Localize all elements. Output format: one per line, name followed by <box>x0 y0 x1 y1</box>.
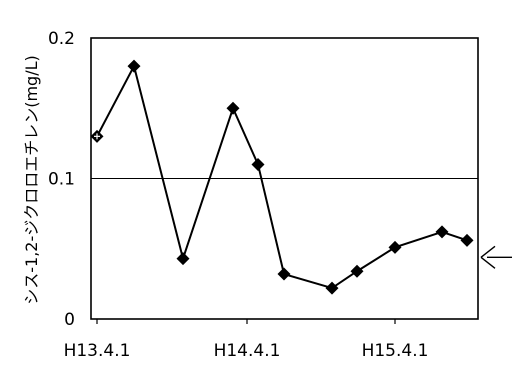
data-point <box>251 157 265 171</box>
data-marks <box>90 59 512 295</box>
y-tick-label: 0 <box>64 310 75 330</box>
y-tick-label: 0.1 <box>48 170 75 190</box>
data-point <box>435 225 449 239</box>
data-point <box>325 281 339 295</box>
x-tick-label: H14.4.1 <box>214 341 281 361</box>
x-tick-label: H13.4.1 <box>64 341 131 361</box>
x-tick-label: H15.4.1 <box>362 341 429 361</box>
data-point <box>226 101 240 115</box>
tick-labels: 0 0.1 0.2 H13.4.1 H14.4.1 H15.4.1 <box>48 29 428 361</box>
arrow-stroke <box>480 245 512 269</box>
y-tick-label: 0.2 <box>48 29 75 49</box>
data-point <box>388 240 402 254</box>
y-axis-title: シス-1,2-ジクロロエチレン(mg/L) <box>22 55 41 305</box>
annotation-arrow <box>480 245 512 269</box>
series-line <box>96 63 468 290</box>
plot-area <box>90 37 479 324</box>
data-point <box>277 267 291 281</box>
data-point <box>460 233 474 247</box>
data-point <box>176 252 190 266</box>
y-axis-title-group: シス-1,2-ジクロロエチレン(mg/L) <box>22 55 41 305</box>
data-point <box>127 59 141 73</box>
data-point <box>350 264 364 278</box>
